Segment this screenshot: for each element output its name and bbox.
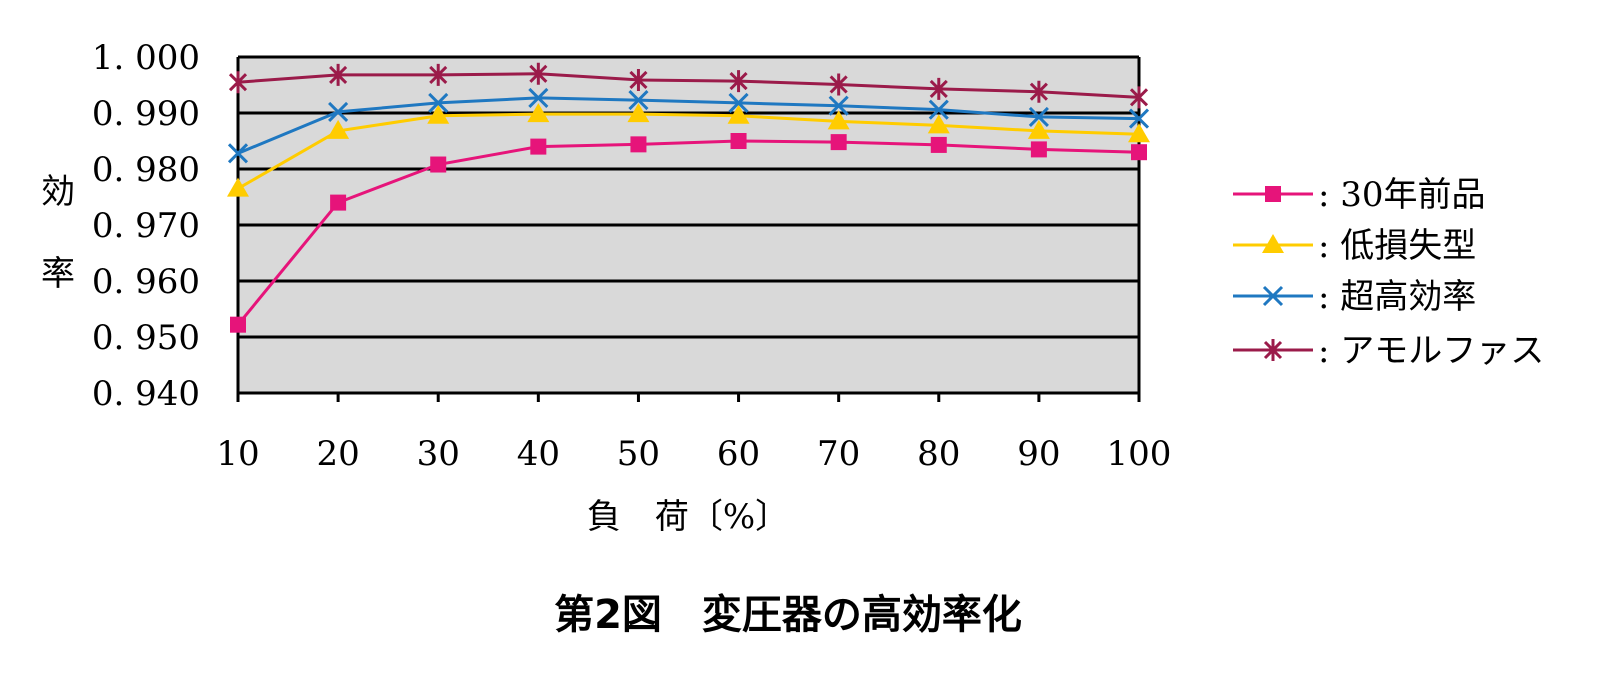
series-lines: [236, 72, 1140, 326]
y-tick-label: 0. 950: [92, 318, 200, 358]
data-point-asterisk: [629, 68, 648, 91]
data-point-square: [1030, 141, 1047, 158]
legend-label: : アモルファス: [1318, 331, 1544, 371]
y-tick-label: 0. 960: [92, 262, 200, 302]
y-tick-label: 0. 970: [92, 206, 200, 246]
data-point-asterisk: [329, 63, 348, 86]
data-point-asterisk: [228, 71, 248, 94]
data-point-asterisk: [429, 63, 448, 86]
data-point-triangle: [727, 104, 750, 124]
data-point-x: [328, 101, 349, 122]
data-point-x: [828, 95, 849, 116]
data-point-x: [528, 87, 549, 108]
data-point-asterisk: [529, 62, 548, 85]
series-line-4: [237, 72, 1140, 99]
x-tick-label: 60: [717, 434, 760, 474]
series-line-2: [237, 112, 1140, 190]
x-tick-label: 90: [1017, 434, 1060, 474]
x-axis-title: 負 荷〔%〕: [587, 497, 789, 537]
data-point-x: [928, 99, 949, 120]
data-point-square: [930, 136, 947, 153]
x-tick-label: 70: [817, 434, 860, 474]
data-point-square: [1131, 144, 1147, 161]
data-point-square: [1265, 186, 1281, 202]
y-tick-labels: 1. 000 0. 990 0. 980 0. 970 0. 960 0. 950 0. 9…: [92, 38, 200, 414]
data-point-square: [430, 156, 447, 173]
y-axis-title-char-1: 効: [41, 172, 75, 212]
x-tick-label: 40: [517, 434, 560, 474]
data-point-asterisk: [729, 70, 748, 93]
data-point-x: [1262, 285, 1284, 307]
x-tick-label: 30: [417, 434, 460, 474]
data-point-square: [530, 138, 547, 155]
y-tick-label: 0. 980: [92, 150, 200, 190]
data-point-x: [1128, 108, 1150, 129]
legend-label: : 超高効率: [1318, 277, 1476, 317]
y-axis-title-char-2: 率: [41, 254, 75, 294]
data-point-triangle: [927, 114, 950, 134]
y-tick-label: 1. 000: [92, 38, 200, 78]
x-tick-label: 10: [216, 434, 259, 474]
data-point-square: [830, 134, 847, 151]
data-point-square: [230, 316, 246, 333]
chart-title: 第2図 変圧器の高効率化: [554, 592, 1022, 638]
data-point-triangle: [1128, 123, 1150, 143]
data-point-square: [330, 194, 347, 211]
data-point-triangle: [1027, 119, 1050, 139]
data-point-asterisk: [829, 73, 848, 96]
data-point-x: [428, 92, 449, 113]
data-point-asterisk: [929, 77, 948, 100]
legend-label: : 30年前品: [1318, 175, 1486, 215]
data-point-x: [1028, 106, 1049, 127]
data-point-asterisk: [1129, 86, 1149, 109]
data-point-x: [227, 143, 249, 164]
data-point-square: [630, 136, 647, 153]
legend: : 30年前品 : 低損失型 : 超高効率 : アモルファス: [1233, 175, 1544, 371]
x-tick-label: 50: [617, 434, 660, 474]
data-point-triangle: [527, 103, 550, 123]
axes: [236, 57, 1141, 402]
x-tick-label: 20: [316, 434, 359, 474]
data-point-triangle: [427, 104, 450, 124]
data-point-square: [730, 133, 747, 149]
data-point-x: [628, 90, 649, 111]
data-point-triangle: [327, 119, 350, 139]
x-tick-label: 80: [917, 434, 960, 474]
series-markers: [227, 62, 1150, 333]
legend-label: : 低損失型: [1318, 226, 1476, 266]
y-tick-label: 0. 940: [92, 374, 200, 414]
data-point-asterisk: [1029, 80, 1048, 103]
data-point-x: [728, 92, 749, 113]
data-point-triangle: [627, 103, 650, 123]
data-point-triangle: [1262, 234, 1284, 253]
series-line-1: [236, 139, 1140, 326]
data-point-triangle: [227, 177, 249, 197]
data-point-asterisk: [1263, 339, 1283, 361]
y-tick-label: 0. 990: [92, 94, 200, 134]
series-line-3: [237, 96, 1140, 155]
data-point-triangle: [827, 110, 850, 130]
x-tick-label: 100: [1107, 434, 1172, 474]
x-tick-labels: 10 20 30 40 50 60 70 80 90 100: [216, 434, 1171, 474]
